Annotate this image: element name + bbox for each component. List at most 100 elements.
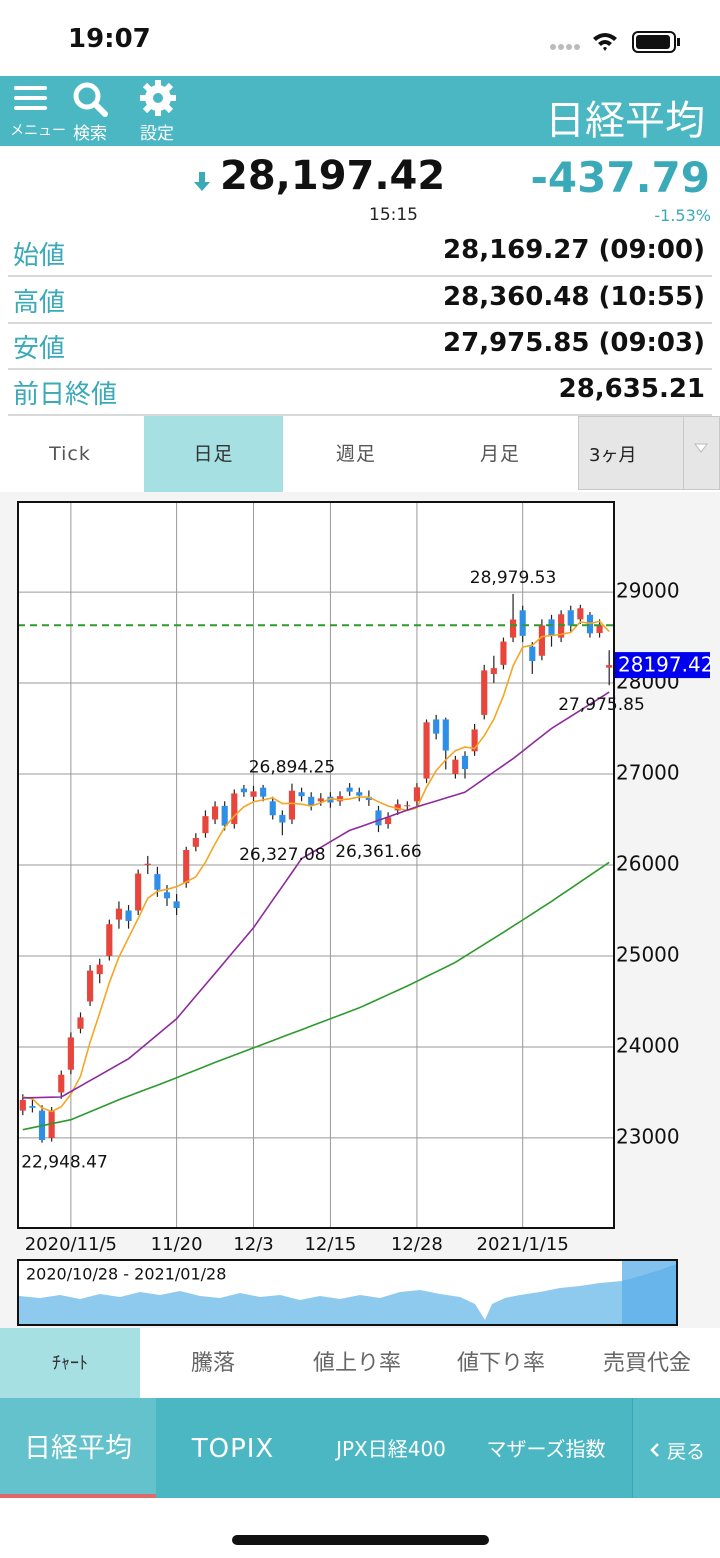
- price-annotation: 27,975.85: [558, 695, 645, 715]
- candle-body: [567, 610, 574, 626]
- home-indicator: [232, 1535, 489, 1545]
- candle-body: [327, 796, 334, 803]
- candle-body: [221, 805, 228, 826]
- candle-body: [596, 625, 603, 634]
- navigator: 2020/10/28 - 2021/01/28: [17, 1259, 678, 1326]
- candle-body: [279, 814, 286, 823]
- y-tick-label: 25000: [616, 942, 680, 966]
- moving-average-line: [22, 691, 610, 1099]
- stat-value: 28,635.21: [558, 374, 705, 404]
- quote-time: 15:15: [369, 205, 418, 225]
- navigator-window[interactable]: [622, 1261, 676, 1324]
- candle-body: [413, 787, 421, 802]
- price-tag: [615, 652, 710, 679]
- candle-body: [336, 796, 344, 802]
- candle-body: [442, 719, 449, 751]
- candle-body: [231, 793, 238, 825]
- candle-body: [125, 910, 132, 921]
- chart: 2020/10/28 - 2021/01/28 23000 24000 25000 2…: [0, 492, 720, 1328]
- candle-body: [106, 924, 113, 956]
- back-label: 戻る: [667, 1441, 706, 1463]
- candle-body: [577, 608, 584, 620]
- x-tick-label: 12/28: [391, 1234, 443, 1255]
- stat-label: 始値: [13, 241, 66, 271]
- candle-body: [452, 759, 459, 775]
- market-tab[interactable]: 値上り率: [312, 1351, 401, 1376]
- price-annotation: 26,894.25: [249, 758, 336, 778]
- price-annotation: 28,979.53: [470, 568, 557, 588]
- market-tab[interactable]: 売買代金: [602, 1351, 691, 1376]
- index-tab[interactable]: TOPIX: [191, 1434, 275, 1464]
- candle-body: [365, 796, 372, 801]
- candle-body: [96, 964, 103, 975]
- candle-body: [375, 810, 382, 826]
- plot-frame: [17, 501, 615, 1229]
- index-tab-selected[interactable]: 日経平均: [0, 1398, 156, 1498]
- market-tab[interactable]: 騰落: [190, 1351, 235, 1376]
- candle-body: [394, 804, 401, 811]
- search-button[interactable]: 検索: [73, 124, 107, 144]
- y-tick-label: 24000: [616, 1033, 680, 1057]
- range-value: 3ヶ月: [589, 445, 637, 466]
- price-change: -437.79: [530, 153, 710, 202]
- x-tick-label: 11/20: [151, 1234, 203, 1255]
- candle-body: [144, 863, 151, 865]
- candle-body: [471, 729, 478, 752]
- candle-body: [317, 798, 324, 802]
- period-tab[interactable]: 週足: [335, 443, 376, 465]
- candle-body: [77, 1017, 84, 1029]
- price-annotation: 26,327.08: [239, 845, 326, 865]
- candle-body: [385, 817, 392, 825]
- price-tag-label: 28197.42: [618, 653, 713, 677]
- candle-body: [481, 670, 488, 715]
- navigator-range: 2020/10/28 - 2021/01/28: [26, 1265, 226, 1284]
- market-tab-selected[interactable]: ﾁｬｰﾄ: [0, 1328, 140, 1398]
- header-title: 日経平均: [545, 98, 705, 144]
- stat-value: 28,169.27 (09:00): [443, 235, 705, 265]
- candle-body: [606, 665, 613, 668]
- candle-body: [308, 796, 315, 806]
- candle-body: [509, 619, 517, 638]
- price: 28,197.42: [220, 153, 446, 199]
- candle-body: [173, 901, 180, 909]
- candle-body: [548, 619, 555, 636]
- down-arrow: [194, 172, 210, 191]
- candle-body: [58, 1074, 65, 1093]
- back-chevron: [650, 1443, 659, 1457]
- period-tab[interactable]: Tick: [49, 443, 91, 465]
- candle-body: [269, 801, 276, 816]
- candle-body: [67, 1037, 74, 1070]
- dropdown-divider: [683, 417, 684, 489]
- price-change-pct: -1.53%: [654, 206, 711, 225]
- back-button[interactable]: 戻る: [632, 1398, 720, 1498]
- index-tab[interactable]: マザーズ指数: [486, 1437, 606, 1461]
- market-tab[interactable]: 値下り率: [456, 1351, 545, 1376]
- settings-button[interactable]: 設定: [140, 124, 174, 144]
- stat-label: 高値: [13, 288, 66, 318]
- candle-body: [135, 873, 142, 911]
- y-tick-label: 26000: [616, 852, 680, 876]
- candle-body: [202, 816, 209, 834]
- candle-body: [404, 805, 411, 807]
- candle-body: [356, 792, 363, 796]
- stat-value: 28,360.48 (10:55): [443, 282, 705, 312]
- candle-body: [154, 874, 161, 890]
- period-tab-selected[interactable]: 日足: [144, 416, 283, 492]
- candle-body: [529, 646, 536, 662]
- candle-body: [423, 722, 430, 779]
- candle-body: [346, 787, 353, 792]
- candle-body: [433, 719, 440, 734]
- period-tab[interactable]: 月足: [479, 443, 520, 465]
- y-tick-label: 27000: [616, 761, 680, 785]
- stat-value: 27,975.85 (09:03): [443, 328, 705, 358]
- candle-body: [461, 755, 469, 770]
- separator: [8, 368, 712, 370]
- menu-button[interactable]: メニュー: [10, 123, 66, 139]
- index-tab[interactable]: JPX日経400: [336, 1437, 446, 1461]
- candle-body: [48, 1111, 55, 1138]
- range-dropdown[interactable]: 3ヶ月: [578, 416, 720, 490]
- separator: [8, 275, 712, 277]
- x-tick-label: 2021/1/15: [477, 1234, 569, 1255]
- moving-average-line: [22, 620, 610, 1113]
- status-time: 19:07: [68, 24, 151, 54]
